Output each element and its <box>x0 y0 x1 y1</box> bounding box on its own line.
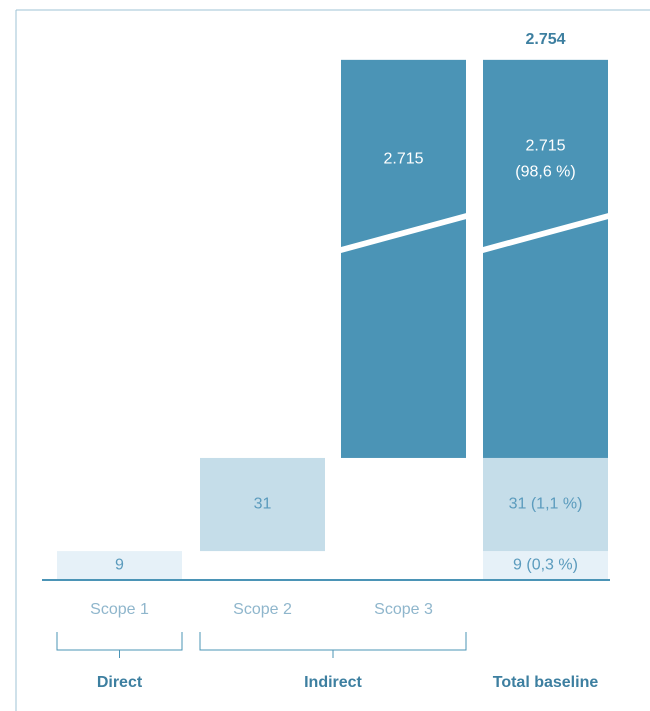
group-bracket <box>199 632 467 658</box>
x-tick-label: Scope 1 <box>90 601 149 618</box>
bar <box>483 551 608 579</box>
group-bracket <box>56 632 183 658</box>
value-label: 2.715 <box>383 151 423 168</box>
value-label: 31 (1,1 %) <box>509 496 583 513</box>
bar <box>483 457 608 552</box>
group-label: Indirect <box>304 674 362 691</box>
axis-break <box>341 213 466 253</box>
x-tick-label: Scope 3 <box>374 601 433 618</box>
value-label: 9 (0,3 %) <box>513 556 578 573</box>
group-label: Direct <box>97 674 143 691</box>
bar <box>57 551 182 579</box>
axis-break <box>483 213 608 253</box>
bar <box>483 59 608 458</box>
group-label: Total baseline <box>493 674 599 691</box>
total-label: 2.754 <box>525 31 565 48</box>
x-tick-label: Scope 2 <box>233 601 292 618</box>
value-label: 9 <box>115 556 124 573</box>
bar <box>341 59 466 458</box>
value-label: 31 <box>254 496 272 513</box>
value-label: 2.715 (98,6 %) <box>515 138 575 181</box>
bar <box>200 457 325 552</box>
